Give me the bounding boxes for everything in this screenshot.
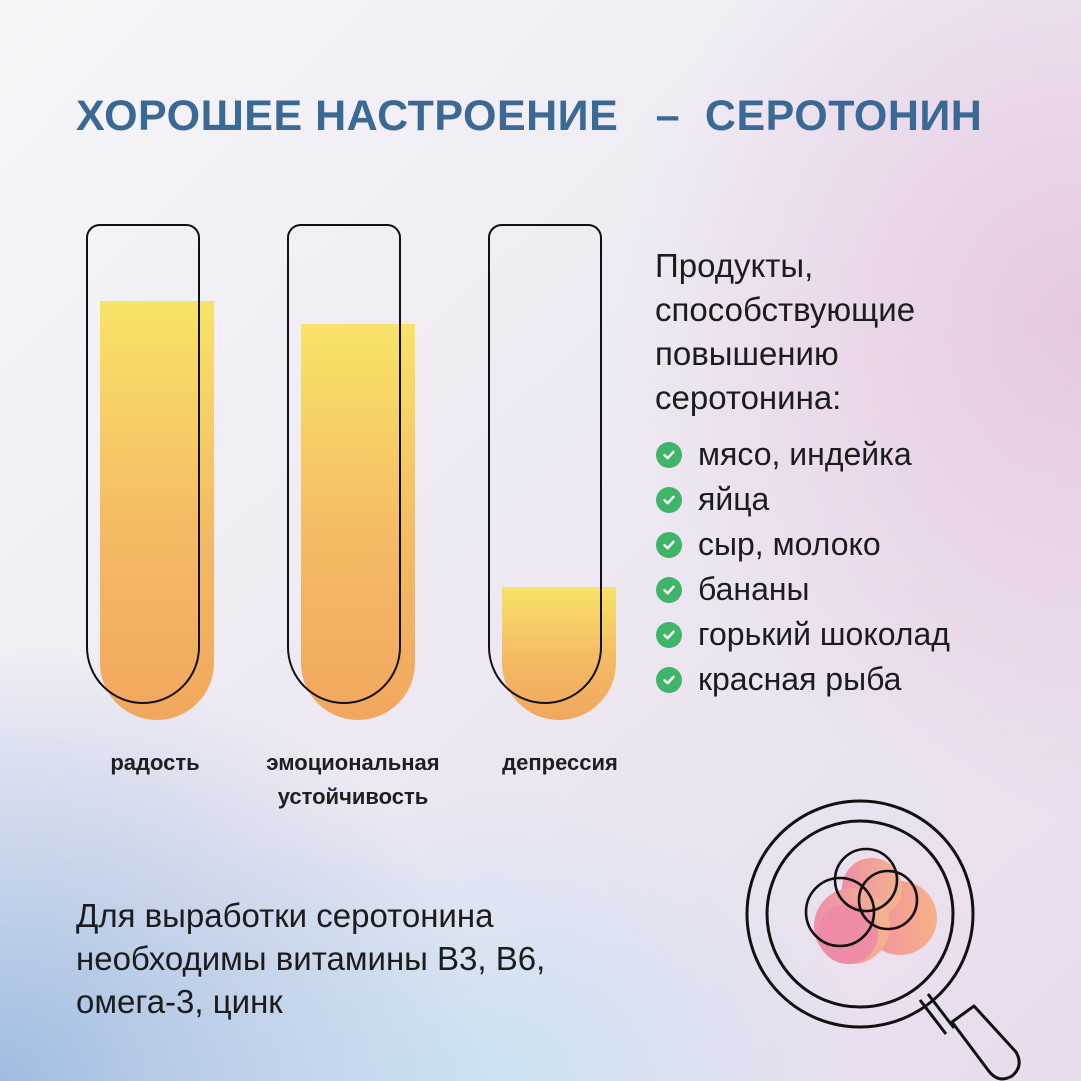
magnifier-cells-icon: [745, 799, 1021, 1081]
magnifier-handle: [918, 993, 1021, 1081]
list-item: сыр, молоко: [656, 522, 950, 567]
product-label: горький шоколад: [698, 616, 950, 652]
vitamins-note: Для выработки серотонина необходимы вита…: [76, 897, 546, 1020]
products-heading: Продукты, способствующие повышению серот…: [655, 247, 916, 416]
cell-outline: [804, 876, 876, 948]
test-tube-depression: [488, 224, 622, 724]
page-title: ХОРОШЕЕ НАСТРОЕНИЕ – СЕРОТОНИН: [76, 92, 983, 140]
cell-outline: [833, 847, 899, 913]
check-circle-icon: [656, 666, 682, 693]
lens-outer-ring: [745, 799, 975, 1029]
check-circle-icon: [656, 486, 682, 513]
test-tube-joy: [86, 224, 220, 724]
cell-blob: [818, 904, 878, 964]
product-label: яйца: [698, 481, 770, 517]
test-tube-stability: [287, 224, 421, 724]
tube-glass: [86, 224, 200, 704]
cell-outline: [857, 869, 919, 931]
tube-label-depression: депрессия: [502, 750, 618, 775]
tube-label-joy: радость: [110, 750, 200, 775]
tube-label-stability: эмоциональная устойчивость: [266, 750, 440, 809]
products-list: мясо, индейка яйца сыр, молоко бананы го…: [656, 432, 950, 702]
list-item: красная рыба: [656, 657, 950, 702]
check-circle-icon: [656, 531, 682, 558]
check-circle-icon: [656, 441, 682, 468]
product-label: красная рыба: [698, 661, 902, 697]
list-item: горький шоколад: [656, 612, 950, 657]
list-item: мясо, индейка: [656, 432, 950, 477]
product-label: мясо, индейка: [698, 436, 912, 472]
lens-inner-ring: [765, 819, 955, 1009]
check-circle-icon: [656, 576, 682, 603]
tube-glass: [287, 224, 401, 704]
product-label: бананы: [698, 571, 810, 607]
list-item: бананы: [656, 567, 950, 612]
product-label: сыр, молоко: [698, 526, 881, 562]
list-item: яйца: [656, 477, 950, 522]
check-circle-icon: [656, 621, 682, 648]
tube-glass: [488, 224, 602, 704]
